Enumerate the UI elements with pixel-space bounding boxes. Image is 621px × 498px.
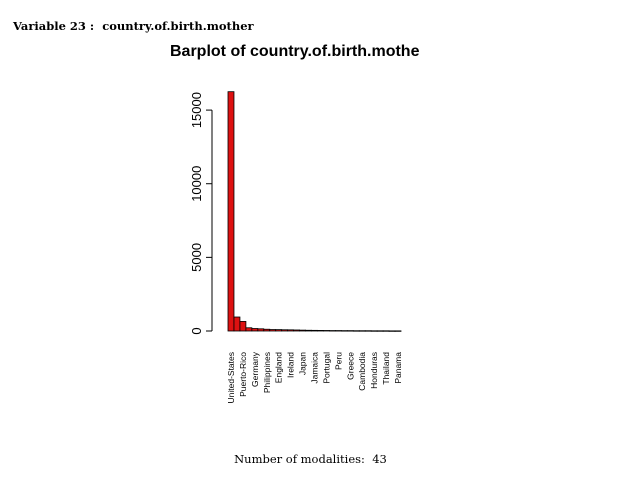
x-tick-label: Japan xyxy=(298,352,308,375)
bars xyxy=(227,91,402,332)
variable-header: Variable 23 : country.of.birth.mother xyxy=(13,19,254,33)
bar xyxy=(263,328,271,332)
x-tick-label: Portugal xyxy=(321,352,331,384)
x-tick-label: Jamaica xyxy=(310,352,320,384)
variable-name: country.of.birth.mother xyxy=(102,19,254,33)
footer-label: Number of modalities: xyxy=(234,452,365,466)
bar xyxy=(227,91,235,332)
bar xyxy=(323,330,330,332)
x-tick-label: Cambodia xyxy=(357,352,367,391)
x-tick-label: Ireland xyxy=(286,352,296,378)
y-axis: 0 5000 10000 15000 xyxy=(189,92,213,335)
x-tick-label: Philippines xyxy=(262,352,272,393)
bar xyxy=(364,330,372,332)
footer-count: 43 xyxy=(372,452,387,466)
bar xyxy=(269,329,277,332)
x-tick-label: Greece xyxy=(345,352,355,380)
bar xyxy=(233,316,241,332)
variable-prefix: Variable 23 : xyxy=(13,19,95,33)
bar xyxy=(305,329,312,332)
bar xyxy=(257,328,265,332)
y-tick-label: 15000 xyxy=(189,92,204,128)
x-tick-label: Thailand xyxy=(381,352,391,385)
x-labels: United-States Puerto-Rico Germany Philippin… xyxy=(226,351,403,403)
bar xyxy=(370,330,378,332)
bar xyxy=(317,330,324,332)
bar xyxy=(352,330,360,332)
x-tick-label: United-States xyxy=(226,352,236,404)
bar xyxy=(376,330,384,332)
x-tick-label: Germany xyxy=(250,351,260,387)
bar xyxy=(311,329,318,332)
y-tick-label: 5000 xyxy=(189,243,204,272)
x-tick-label: Puerto-Rico xyxy=(238,352,248,397)
bar xyxy=(275,329,283,332)
chart-title: Barplot of country.of.birth.mothe xyxy=(170,43,420,60)
bar xyxy=(245,327,253,332)
bar xyxy=(281,329,289,332)
bar xyxy=(239,321,247,332)
y-tick-label: 0 xyxy=(189,327,204,334)
bar xyxy=(394,330,402,332)
bar xyxy=(388,330,396,332)
x-tick-label: England xyxy=(274,352,284,383)
bar xyxy=(293,329,300,332)
modalities-footer: Number of modalities: 43 xyxy=(0,452,621,466)
x-tick-label: Honduras xyxy=(369,352,379,389)
bar xyxy=(346,330,354,332)
bar xyxy=(251,328,259,332)
bar xyxy=(299,329,306,332)
bar xyxy=(358,330,366,332)
bar xyxy=(334,330,342,332)
y-tick-label: 10000 xyxy=(189,166,204,202)
bar xyxy=(340,330,348,332)
x-tick-label: Panama xyxy=(393,352,403,384)
bar xyxy=(329,330,336,332)
bar xyxy=(287,329,295,332)
bar xyxy=(382,330,390,332)
x-tick-label: Peru xyxy=(333,352,343,370)
